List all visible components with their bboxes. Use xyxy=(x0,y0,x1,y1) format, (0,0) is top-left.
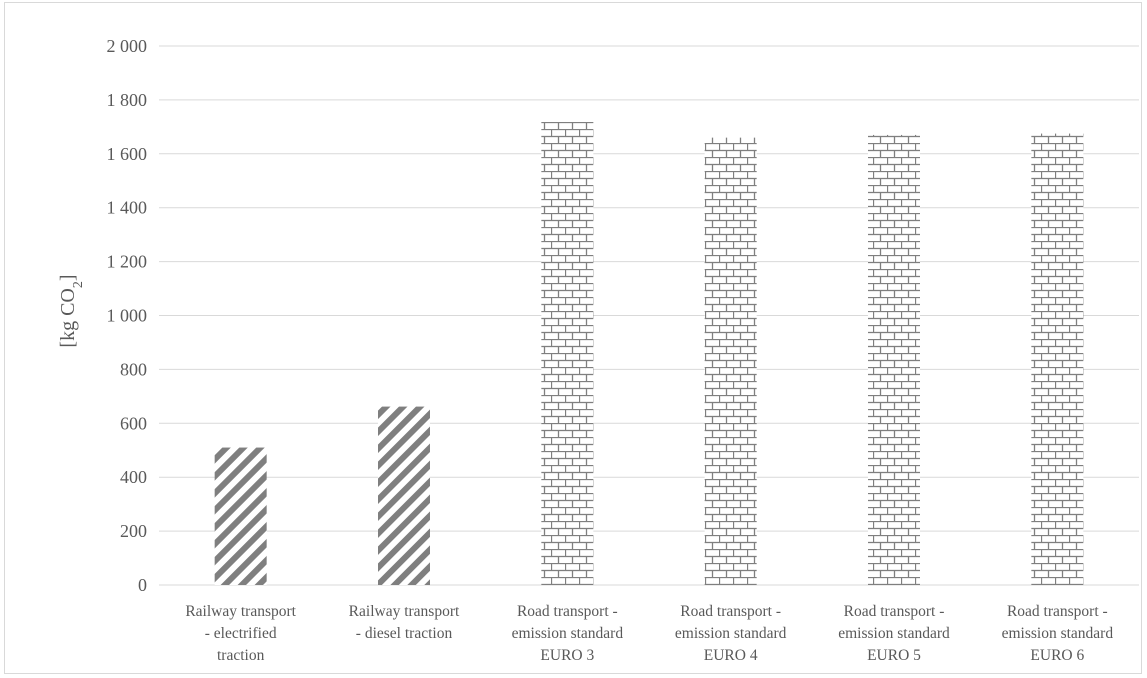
bar xyxy=(1031,133,1084,585)
chart-frame: 0 200 400 600 800 1 000 1 200 1 400 1 600 1 800 2 … xyxy=(4,2,1142,674)
x-category-label: Road transport -emission standard EURO 5 xyxy=(838,603,950,664)
y-tick-label: 400 xyxy=(120,467,147,487)
bar xyxy=(704,137,757,585)
x-category-label: Railway transport - electrified traction xyxy=(185,603,296,664)
y-tick-label: 1 400 xyxy=(107,198,148,218)
x-category-label: Railway transport - diesel traction xyxy=(349,603,460,642)
x-category-label: Road transport -emission standard EURO 4 xyxy=(675,603,787,664)
gridlines xyxy=(159,45,1139,586)
y-tick-label: 1 600 xyxy=(107,144,148,164)
x-axis-categories: Railway transport - electrified traction Ra… xyxy=(185,603,1113,664)
y-tick-label: 1 000 xyxy=(107,306,148,326)
y-tick-label: 1 200 xyxy=(107,252,148,272)
bar xyxy=(868,134,920,585)
x-category-label: Road transport -emission standard EURO 3 xyxy=(512,603,624,664)
bar xyxy=(378,406,430,585)
x-category-label: Road transport -emission standard EURO 6 xyxy=(1002,603,1114,664)
bar xyxy=(541,121,594,586)
y-tick-label: 200 xyxy=(120,521,147,541)
y-tick-label: 0 xyxy=(138,575,147,595)
bar-chart: 0 200 400 600 800 1 000 1 200 1 400 1 600 1 800 2 … xyxy=(57,36,1139,664)
bars xyxy=(214,121,1084,586)
y-axis-title: [kg CO2] xyxy=(57,274,86,347)
y-axis-ticks: 0 200 400 600 800 1 000 1 200 1 400 1 600 1 800 2 … xyxy=(107,36,148,595)
y-tick-label: 600 xyxy=(120,413,147,433)
bar xyxy=(214,447,267,585)
y-tick-label: 800 xyxy=(120,359,147,379)
y-tick-label: 1 800 xyxy=(107,90,148,110)
y-tick-label: 2 000 xyxy=(107,36,148,56)
